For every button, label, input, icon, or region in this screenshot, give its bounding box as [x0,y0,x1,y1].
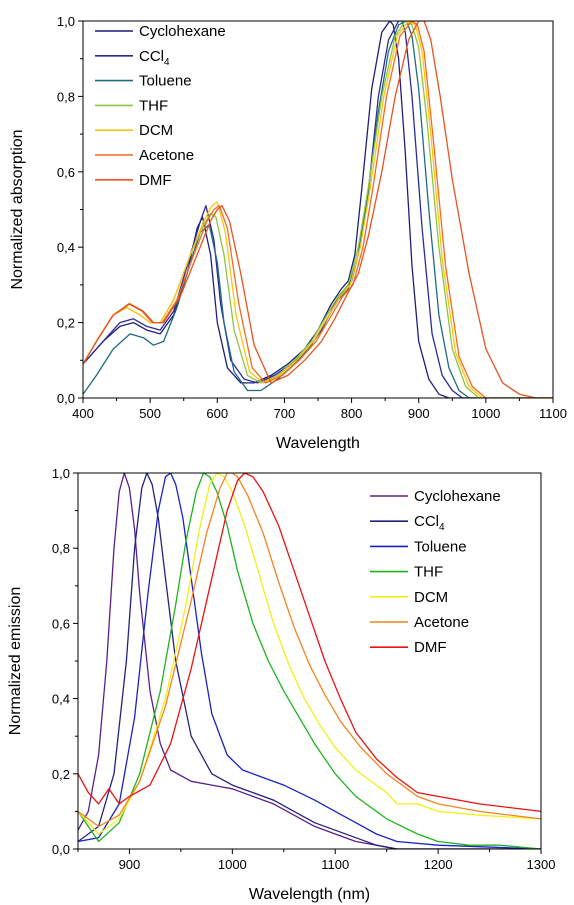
x-tick-label: 400 [72,406,94,421]
x-tick-label: 500 [139,406,161,421]
series-line-dmf [78,473,541,813]
x-tick-label: 800 [341,406,363,421]
x-tick-label: 900 [119,857,141,872]
x-tick-label: 600 [206,406,228,421]
legend: Cyclohexane CCl4 Toluene THF DCM Acetone DMF [370,488,501,656]
y-axis-label: Normalized emission [7,587,24,736]
y-tick-label: 0,0 [57,391,75,406]
legend-label: Cyclohexane [414,488,501,505]
series-line-thf [78,473,541,849]
x-tick-label: 1000 [471,406,500,421]
series-line-toluene [78,473,541,849]
legend-label: Acetone [139,147,194,164]
legend-label: THF [139,97,168,114]
legend-label: CCl4 [414,513,445,533]
x-tick-label: 1300 [527,857,556,872]
x-tick-label: 1100 [539,406,567,421]
series-line-dmf [83,21,553,398]
x-tick-label: 1000 [218,857,247,872]
series-line-acetone [78,473,541,828]
y-tick-label: 1,0 [57,14,75,29]
x-tick-label: 700 [274,406,296,421]
series-group [83,21,553,398]
legend-label: Cyclohexane [139,23,226,40]
legend-label: CCl4 [139,48,170,68]
y-axis-label: Normalized absorption [9,129,26,289]
series-line-cyclohexane [78,473,541,849]
legend-label: THF [414,564,443,581]
series-line-ccl4 [78,473,541,849]
legend-label: Toluene [414,538,467,555]
x-tick-label: 1200 [424,857,453,872]
y-tick-label: 1,0 [52,466,70,481]
y-tick-label: 0,6 [57,165,75,180]
chart-panel-1: 400 500 600 700 800 900 1000 1100 0,0 0,2 0,4 0,6 0,… [9,14,567,452]
legend-label: DMF [139,172,172,189]
y-tick-label: 0,2 [57,316,75,331]
y-tick-label: 0,4 [52,692,70,707]
legend-label: DMF [414,639,447,656]
series-group [78,473,541,849]
series-line-cyclohexane [83,21,553,398]
x-axis-label: Wavelength [276,435,360,452]
series-line-dcm [78,473,541,835]
legend: Cyclohexane CCl4 Toluene THF DCM Acetone DMF [95,23,226,189]
y-tick-label: 0,6 [52,616,70,631]
legend-label: DCM [139,122,173,139]
legend-label: Toluene [139,73,192,90]
x-axis-label: Wavelength (nm) [249,886,370,903]
y-tick-label: 0,4 [57,240,75,255]
chart-panel-2: 900 1000 1100 1200 1300 0,0 0,2 0,4 0,6 0,8 1,0 Wav… [7,466,555,903]
y-tick-label: 0,8 [57,89,75,104]
x-tick-label: 900 [408,406,430,421]
y-tick-label: 0,2 [52,767,70,782]
y-tick-label: 0,0 [52,842,70,857]
x-tick-label: 1100 [321,857,349,872]
y-tick-label: 0,8 [52,541,70,556]
legend-label: DCM [414,589,448,606]
legend-label: Acetone [414,614,469,631]
